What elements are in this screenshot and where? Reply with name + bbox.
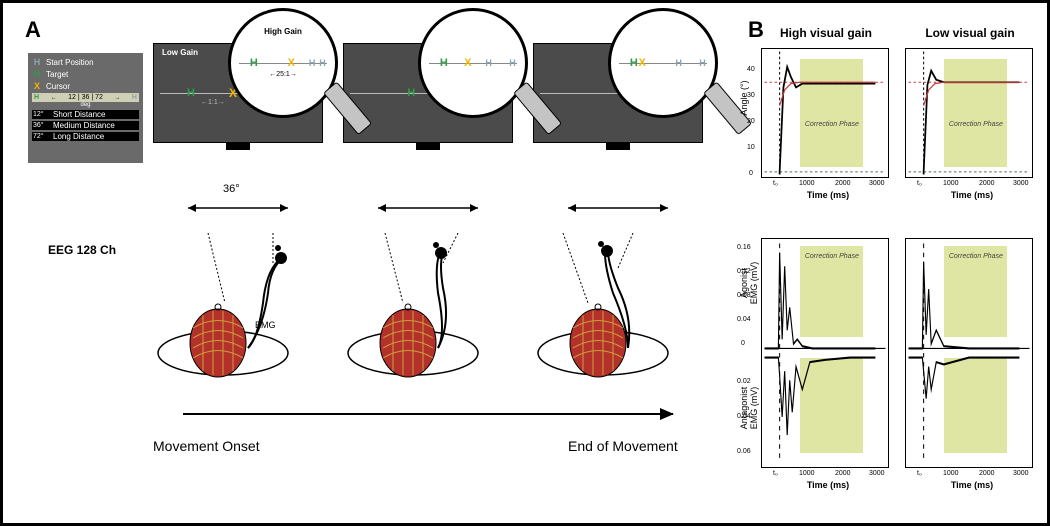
end-of-movement: End of Movement xyxy=(568,438,678,454)
emg-label: EMG xyxy=(255,320,276,330)
magnifier-1: High Gain H X H H ←25:1→ xyxy=(228,8,358,138)
magnifier-2: H X H H xyxy=(418,8,548,138)
magnifier-3: H X H H xyxy=(608,8,738,138)
distance-unit: deg xyxy=(32,102,139,108)
arm-2 xyxy=(343,233,513,408)
angle-ylabel: Angle (°) xyxy=(739,48,749,148)
panel-b: High visual gain Low visual gain Correct… xyxy=(743,18,1038,508)
legend-med: Medium Distance xyxy=(53,121,115,130)
ratio-low: 1:1 xyxy=(208,99,218,106)
emg-plot-high: Correction Phase xyxy=(761,238,889,468)
arm-1: EMG xyxy=(153,233,323,408)
start-icon: H xyxy=(32,57,42,67)
distance-values: 12 | 36 | 72 xyxy=(68,94,103,101)
angle-plot-low: Correction Phase xyxy=(905,48,1033,178)
angle-plot-high: Correction Phase xyxy=(761,48,889,178)
distance-bar: H ← 12 | 36 | 72 → H xyxy=(32,93,139,102)
eeg-label: EEG 128 Ch xyxy=(48,243,116,257)
low-gain-title: Low visual gain xyxy=(905,26,1035,40)
target-icon: H xyxy=(32,69,42,79)
emg-plot-low: Correction Phase xyxy=(905,238,1033,468)
med-deg: 36° xyxy=(33,122,49,129)
legend-start: Start Position xyxy=(46,58,94,67)
timeline-arrow xyxy=(183,413,673,415)
arm-3 xyxy=(533,233,703,408)
legend-cursor: Cursor xyxy=(46,82,70,91)
angle-indicator-2 xyxy=(368,193,488,223)
legend-short: Short Distance xyxy=(53,110,105,119)
panel-a: H Start Position H Target X Cursor H ← 1… xyxy=(23,23,723,503)
arm-row: EMG xyxy=(153,233,703,408)
angle-indicator xyxy=(178,193,298,223)
low-gain-label: Low Gain xyxy=(162,48,198,57)
figure-frame: A B H Start Position H Target X Cursor H… xyxy=(0,0,1050,526)
legend-long: Long Distance xyxy=(53,132,104,141)
agonist-ylabel: Agonist EMG (mV) xyxy=(739,238,759,328)
legend-target: Target xyxy=(46,70,68,79)
high-gain-title: High visual gain xyxy=(761,26,891,40)
antagonist-ylabel: Antagonist EMG (mV) xyxy=(739,358,759,458)
long-deg: 72° xyxy=(33,133,49,140)
angle-indicator-3 xyxy=(558,193,678,223)
ratio-high: 25:1 xyxy=(276,71,290,78)
correction-phase-label: Correction Phase xyxy=(805,121,859,128)
high-gain-label: High Gain xyxy=(231,27,335,36)
short-deg: 12° xyxy=(33,111,49,118)
legend-box: H Start Position H Target X Cursor H ← 1… xyxy=(28,53,143,163)
movement-onset: Movement Onset xyxy=(153,438,260,454)
cursor-icon: X xyxy=(32,81,42,91)
angle-value: 36° xyxy=(223,183,240,195)
